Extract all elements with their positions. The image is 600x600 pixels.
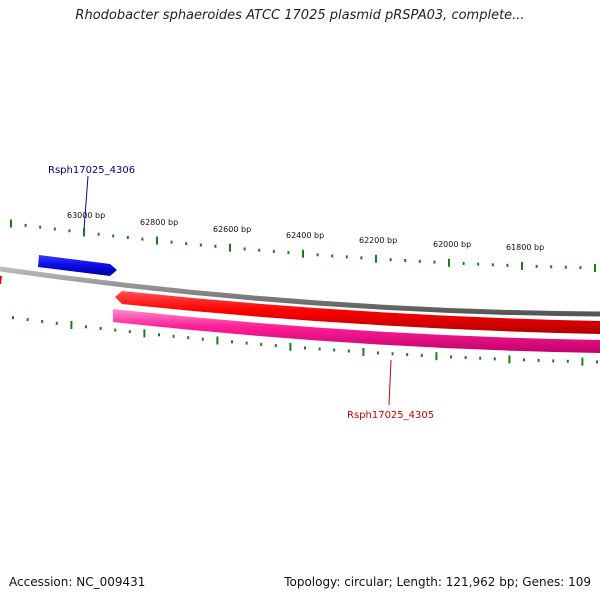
ruler-label: 62400 bp	[286, 231, 324, 240]
outer-ruler	[10, 219, 596, 272]
ruler-label: 62800 bp	[140, 218, 178, 227]
genes-label: Genes:	[522, 575, 565, 589]
plasmid-summary: Topology: circular; Length: 121,962 bp; …	[284, 575, 591, 589]
topology-label: Topology:	[284, 575, 341, 589]
leader-line-rsph17025-4306	[83, 175, 89, 231]
ruler-label: 61800 bp	[506, 243, 544, 252]
gene-label-rsph17025-4306[interactable]: Rsph17025_4306	[48, 165, 135, 176]
gene-label-rsph17025-4305[interactable]: Rsph17025_4305	[347, 410, 434, 421]
backbone-track	[0, 266, 600, 317]
map-title: Rhodobacter sphaeroides ATCC 17025 plasm…	[75, 8, 525, 23]
ruler-label: 62000 bp	[433, 240, 471, 249]
length-label: Length:	[396, 575, 442, 589]
ruler-label: 62600 bp	[213, 225, 251, 234]
topology-value: circular	[344, 575, 389, 589]
outer-ruler-labels: 63000 bp 62800 bp 62600 bp 62400 bp 62200 bp…	[67, 211, 544, 252]
accession-label: Accession:	[9, 575, 73, 589]
gene-arrow-rsph17025-4305[interactable]	[115, 291, 600, 334]
length-value: 121,962 bp	[445, 575, 515, 589]
accession-info: Accession: NC_009431	[9, 575, 145, 589]
ruler-label: 63000 bp	[67, 211, 105, 220]
genes-value: 109	[568, 575, 591, 589]
gene-fragment-left-edge[interactable]	[0, 276, 2, 284]
gene-band-pink[interactable]	[113, 309, 600, 353]
ruler-label: 62200 bp	[359, 236, 397, 245]
accession-value: NC_009431	[76, 575, 146, 589]
leader-line-rsph17025-4305	[388, 359, 392, 406]
gene-arrow-rsph17025-4306[interactable]	[38, 255, 117, 276]
inner-ruler	[12, 316, 598, 366]
